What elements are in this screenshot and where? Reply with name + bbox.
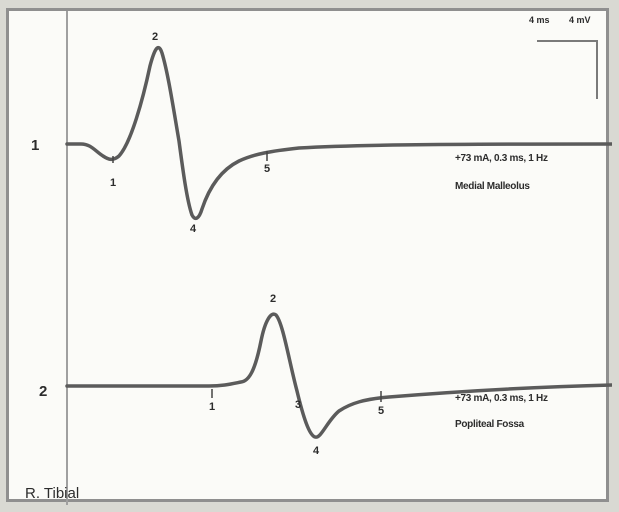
trace-2-marker-2: 2 xyxy=(269,293,277,305)
trace-1-label: 1 xyxy=(31,137,40,154)
trace-1-stimulus: +73 mA, 0.3 ms, 1 Hz xyxy=(455,153,548,164)
scale-time-label: 4 ms xyxy=(529,15,550,25)
trace-1-marker-1: 1 xyxy=(109,177,117,189)
trace-1-marker-4: 4 xyxy=(189,223,197,235)
trace-1-waveform xyxy=(65,46,612,221)
trace-2-marker-3: 3 xyxy=(294,399,302,411)
scale-bar xyxy=(537,40,598,99)
waveform-panel: 4 ms 4 mV 1 2 1 4 5 +73 mA, 0.3 ms, 1 Hz… xyxy=(6,8,612,505)
trace-2-site: Popliteal Fossa xyxy=(455,419,524,430)
nerve-label: R. Tibial xyxy=(25,485,80,502)
trace-2-label: 2 xyxy=(39,383,48,400)
trace-2-waveform xyxy=(65,312,612,439)
trace-1-marker-2: 2 xyxy=(151,31,159,43)
trace-1-ticks xyxy=(112,151,268,163)
trace-2-marker-1: 1 xyxy=(208,401,216,413)
trace-2-marker-4: 4 xyxy=(312,445,320,457)
trace-1-site: Medial Malleolus xyxy=(455,181,530,192)
trace-2-stimulus: +73 mA, 0.3 ms, 1 Hz xyxy=(455,393,548,404)
trace-2-marker-5: 5 xyxy=(377,405,385,417)
waveform-canvas xyxy=(65,11,612,505)
trace-2-ticks xyxy=(211,389,382,402)
scale-amplitude-label: 4 mV xyxy=(569,15,591,25)
trace-1-marker-5: 5 xyxy=(263,163,271,175)
